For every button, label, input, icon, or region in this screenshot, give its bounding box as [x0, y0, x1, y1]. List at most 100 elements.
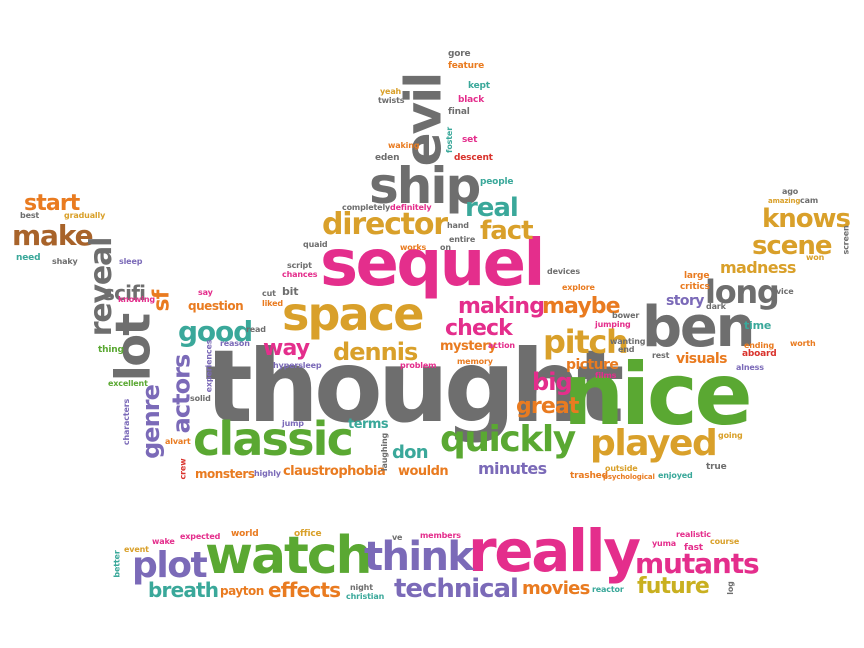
word-outside: outside	[605, 464, 638, 473]
word-real: real	[465, 193, 519, 223]
word-explore: explore	[562, 283, 595, 292]
word-cam: cam	[800, 196, 818, 205]
word-breath: breath	[148, 578, 219, 602]
word-entire: entire	[449, 235, 476, 244]
word-ago: ago	[782, 187, 799, 196]
word-films: films	[595, 371, 617, 380]
word-good: good	[178, 315, 253, 348]
word-fact: fact	[480, 216, 534, 246]
word-waking: waking	[388, 141, 420, 150]
word-sequel: sequel	[320, 227, 545, 301]
word-shaky: shaky	[52, 257, 78, 266]
word-thought: thought	[205, 328, 624, 445]
word-devices: devices	[547, 267, 580, 276]
word-psychological: psychological	[603, 473, 655, 481]
word-true: true	[706, 462, 727, 472]
word-aboard: aboard	[742, 349, 777, 359]
word-great: great	[516, 394, 579, 419]
word-highly: highly	[254, 469, 281, 478]
word-question: question	[188, 299, 244, 313]
word-fast: fast	[684, 543, 703, 553]
word-final: final	[448, 107, 470, 117]
word-nice: nice	[563, 345, 753, 445]
word-scene: scene	[752, 231, 833, 261]
word-night: night	[350, 583, 373, 592]
word-vice: vice	[776, 287, 794, 296]
word-won: won	[806, 253, 825, 262]
word-office: office	[294, 529, 322, 539]
word-reason: reason	[220, 339, 250, 348]
word-picture: picture	[566, 357, 619, 373]
word-excellent: excellent	[108, 379, 148, 388]
word-watch: watch	[205, 526, 373, 586]
word-rest: rest	[652, 351, 670, 360]
word-laughing: laughing	[380, 432, 390, 472]
word-world: world	[231, 529, 259, 539]
word-yeah: yeah	[380, 87, 402, 96]
word-feature: feature	[448, 61, 485, 71]
word-classic: classic	[193, 412, 354, 466]
word-gore: gore	[448, 49, 471, 59]
word-read: read	[246, 325, 266, 334]
word-sleep: sleep	[119, 257, 143, 266]
word-mutants: mutants	[635, 547, 760, 580]
word-black: black	[458, 95, 485, 105]
word-bit: bit	[282, 285, 299, 298]
word-alness: alness	[736, 363, 764, 372]
word-kept: kept	[468, 81, 490, 91]
word-hypersleep: hypersleep	[273, 361, 322, 370]
word-crew: crew	[178, 458, 188, 480]
word-really: really	[468, 517, 641, 585]
word-knows: knows	[762, 204, 851, 234]
word-pitch: pitch	[543, 323, 629, 361]
word-madness: madness	[720, 258, 796, 277]
word-claustrophobia: claustrophobia	[283, 464, 386, 479]
word-characters: characters	[122, 398, 132, 446]
word-right: right	[460, 367, 482, 376]
word-liked: liked	[262, 299, 283, 308]
word-ben: ben	[642, 295, 755, 360]
word-works: works	[400, 243, 427, 252]
word-end: end	[618, 345, 635, 354]
word-trashed: trashed	[570, 471, 608, 481]
word-dark: dark	[706, 302, 726, 311]
word-enjoyed: enjoyed	[658, 471, 693, 480]
word-bower: bower	[612, 311, 640, 320]
word-evil: evil	[394, 73, 453, 167]
word-big: big	[532, 368, 573, 396]
word-cut: cut	[262, 289, 276, 298]
word-on: on	[440, 243, 451, 252]
word-scifi: scifi	[103, 281, 146, 305]
word-ship: ship	[369, 157, 481, 215]
word-need: need	[16, 253, 41, 263]
word-movies: movies	[522, 578, 590, 599]
word-story: story	[666, 293, 704, 309]
word-thing: thing	[98, 345, 124, 355]
word-solid: solid	[190, 394, 211, 403]
word-maybe: maybe	[542, 294, 621, 319]
word-quickly: quickly	[440, 419, 576, 460]
word-foster: foster	[444, 127, 454, 153]
word-making: making	[458, 294, 545, 319]
word-people: people	[480, 177, 514, 187]
word-jump: jump	[282, 419, 304, 428]
word-critics: critics	[680, 282, 710, 292]
word-eden: eden	[375, 153, 400, 163]
word-log: log	[725, 581, 735, 595]
word-genre: genre	[136, 385, 165, 459]
word-don: don	[392, 442, 429, 463]
word-quaid: quaid	[303, 240, 328, 249]
word-dennis: dennis	[333, 338, 418, 366]
word-action: action	[488, 341, 515, 350]
word-completely: completely	[342, 203, 391, 212]
word-payton: payton	[220, 584, 264, 598]
word-monsters: monsters	[195, 467, 255, 481]
word-expected: expected	[180, 532, 221, 541]
word-mystery: mystery	[440, 339, 497, 354]
word-wake: wake	[152, 537, 175, 546]
word-way: way	[263, 336, 310, 361]
word-problem: problem	[400, 361, 437, 370]
word-future: future	[637, 574, 710, 599]
word-definitely: definitely	[390, 203, 432, 212]
